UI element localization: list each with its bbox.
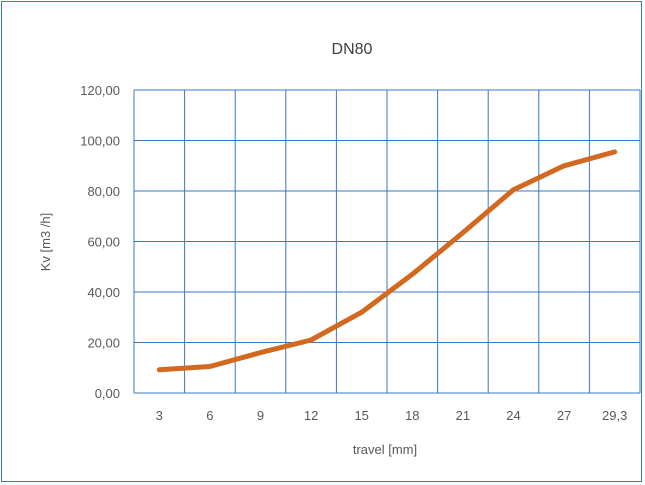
x-tick-label: 12 <box>304 408 318 423</box>
x-tick-label: 6 <box>206 408 213 423</box>
y-tick-label: 20,00 <box>87 336 120 351</box>
x-tick-label: 21 <box>456 408 470 423</box>
x-tick-label: 9 <box>257 408 264 423</box>
series-line <box>156 149 618 373</box>
y-tick-label: 40,00 <box>87 285 120 300</box>
x-tick-labels: 3 6 9 12 15 18 21 24 27 29,3 <box>156 408 628 423</box>
x-axis-label: travel [mm] <box>353 442 417 457</box>
grid <box>133 89 641 394</box>
x-tick-label: 18 <box>405 408 419 423</box>
y-tick-label: 60,00 <box>87 235 120 250</box>
x-tick-label: 3 <box>156 408 163 423</box>
y-tick-label: 120,00 <box>80 83 120 98</box>
y-tick-label: 80,00 <box>87 184 120 199</box>
x-tick-label: 27 <box>557 408 571 423</box>
chart-title: DN80 <box>332 41 373 58</box>
series <box>156 149 618 373</box>
y-tick-label: 100,00 <box>80 134 120 149</box>
y-axis-label: Kv [m3 /h] <box>38 213 53 272</box>
y-tick-labels: 0,00 20,00 40,00 60,00 80,00 100,00 120,00 <box>80 83 120 401</box>
x-tick-label: 15 <box>354 408 368 423</box>
x-tick-label: 29,3 <box>602 408 627 423</box>
y-tick-label: 0,00 <box>95 386 120 401</box>
x-tick-label: 24 <box>506 408 520 423</box>
